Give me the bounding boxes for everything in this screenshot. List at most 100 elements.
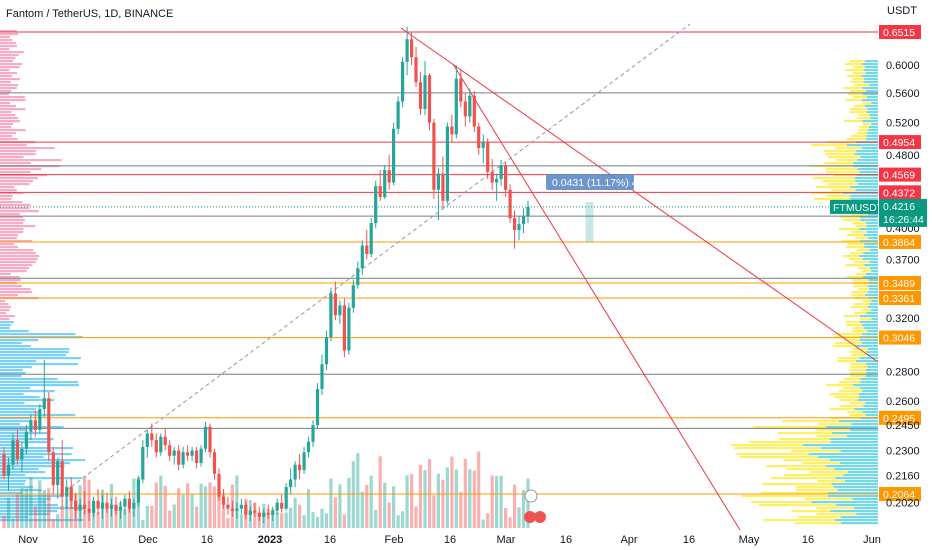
profile-row bbox=[0, 231, 24, 234]
profile-row bbox=[845, 69, 864, 72]
profile-row bbox=[0, 468, 39, 471]
candlestick-series bbox=[2, 26, 530, 524]
profile-row bbox=[866, 231, 878, 234]
profile-row bbox=[0, 57, 16, 60]
volume-bar bbox=[15, 494, 19, 528]
profile-row bbox=[856, 249, 870, 252]
candle-body bbox=[374, 186, 378, 224]
profile-row bbox=[815, 429, 850, 432]
profile-row bbox=[0, 120, 21, 123]
profile-row bbox=[860, 387, 878, 390]
volume-bar bbox=[212, 486, 217, 528]
y-tick-label: 0.3700 bbox=[886, 254, 920, 266]
candle-body bbox=[315, 389, 320, 426]
profile-row bbox=[853, 105, 865, 108]
candle-body bbox=[418, 82, 423, 109]
x-tick-label: 16 bbox=[802, 534, 814, 546]
candle-body bbox=[472, 95, 476, 127]
profile-row bbox=[0, 435, 28, 438]
profile-row bbox=[0, 360, 37, 363]
profile-row bbox=[0, 177, 39, 180]
profile-row bbox=[867, 285, 878, 288]
profile-row bbox=[0, 258, 38, 261]
profile-row bbox=[866, 135, 878, 138]
profile-row bbox=[865, 369, 878, 372]
profile-row bbox=[853, 66, 865, 69]
profile-row bbox=[854, 153, 878, 156]
profile-row bbox=[845, 480, 878, 483]
profile-row bbox=[851, 135, 867, 138]
candle-body bbox=[230, 508, 234, 511]
volume-bar bbox=[396, 515, 400, 528]
profile-row bbox=[0, 207, 30, 210]
profile-row bbox=[0, 333, 76, 336]
candle-body bbox=[526, 206, 530, 217]
profile-row bbox=[0, 210, 39, 213]
candle-body bbox=[423, 75, 427, 109]
profile-row bbox=[864, 66, 878, 69]
profile-row bbox=[829, 438, 878, 441]
profile-row bbox=[0, 63, 23, 66]
price-tag-label: 0.4954 bbox=[883, 137, 915, 149]
volume-bar bbox=[6, 497, 11, 528]
profile-row bbox=[0, 252, 36, 255]
profile-row bbox=[869, 249, 878, 252]
profile-row bbox=[866, 90, 878, 93]
candle-body bbox=[351, 285, 355, 308]
volume-bar bbox=[284, 512, 288, 528]
candle-body bbox=[459, 78, 463, 102]
volume-bar bbox=[526, 478, 530, 528]
profile-row bbox=[0, 501, 47, 504]
profile-row bbox=[850, 252, 864, 255]
volume-bar bbox=[29, 477, 33, 528]
y-tick-label: 0.2800 bbox=[886, 366, 920, 378]
profile-row bbox=[851, 231, 867, 234]
profile-row bbox=[795, 522, 842, 525]
candle-body bbox=[298, 464, 302, 471]
profile-row bbox=[0, 48, 10, 51]
volume-bar bbox=[226, 518, 230, 528]
candle-body bbox=[378, 186, 382, 198]
candle-body bbox=[253, 510, 257, 513]
profile-row bbox=[818, 456, 878, 459]
profile-row bbox=[0, 159, 62, 162]
profile-row bbox=[0, 87, 17, 90]
time-axis[interactable]: Nov 16 Dec 16 2023 16 Feb 16 Mar 16 Apr 16 May 16 Jun bbox=[18, 534, 881, 546]
profile-row bbox=[855, 180, 878, 183]
profile-row bbox=[0, 342, 22, 345]
profile-row bbox=[0, 495, 62, 498]
profile-row bbox=[0, 33, 19, 36]
candle-body bbox=[168, 445, 172, 456]
volume-bar bbox=[517, 507, 521, 528]
profile-row bbox=[0, 429, 26, 432]
candle-body bbox=[141, 447, 145, 480]
profile-row bbox=[0, 321, 14, 324]
volume-bar bbox=[410, 474, 414, 528]
price-axis[interactable]: 0.6515 0.4954 0.4569 0.4372 0.3864 0.3489 0.33… bbox=[830, 25, 927, 510]
profile-row bbox=[816, 435, 847, 438]
profile-row bbox=[852, 498, 878, 501]
profile-row bbox=[824, 162, 854, 165]
x-tick-label: Dec bbox=[138, 534, 158, 546]
profile-row bbox=[871, 318, 878, 321]
profile-row bbox=[806, 498, 853, 501]
profile-row bbox=[816, 186, 851, 189]
candle-body bbox=[136, 479, 140, 503]
event-icon bbox=[524, 489, 538, 503]
volume-bar bbox=[369, 475, 373, 528]
volume-bar bbox=[486, 513, 490, 528]
profile-row bbox=[0, 279, 21, 282]
currency-label: USDT bbox=[887, 5, 917, 17]
profile-row bbox=[864, 243, 878, 246]
profile-row bbox=[867, 213, 878, 216]
profile-row bbox=[779, 438, 830, 441]
profile-row bbox=[851, 291, 868, 294]
volume-bar bbox=[177, 488, 181, 528]
profile-row bbox=[0, 150, 36, 153]
price-tag-label: 0.6515 bbox=[883, 27, 915, 39]
profile-row bbox=[849, 375, 866, 378]
candle-body bbox=[392, 128, 396, 183]
candle-body bbox=[266, 512, 270, 515]
